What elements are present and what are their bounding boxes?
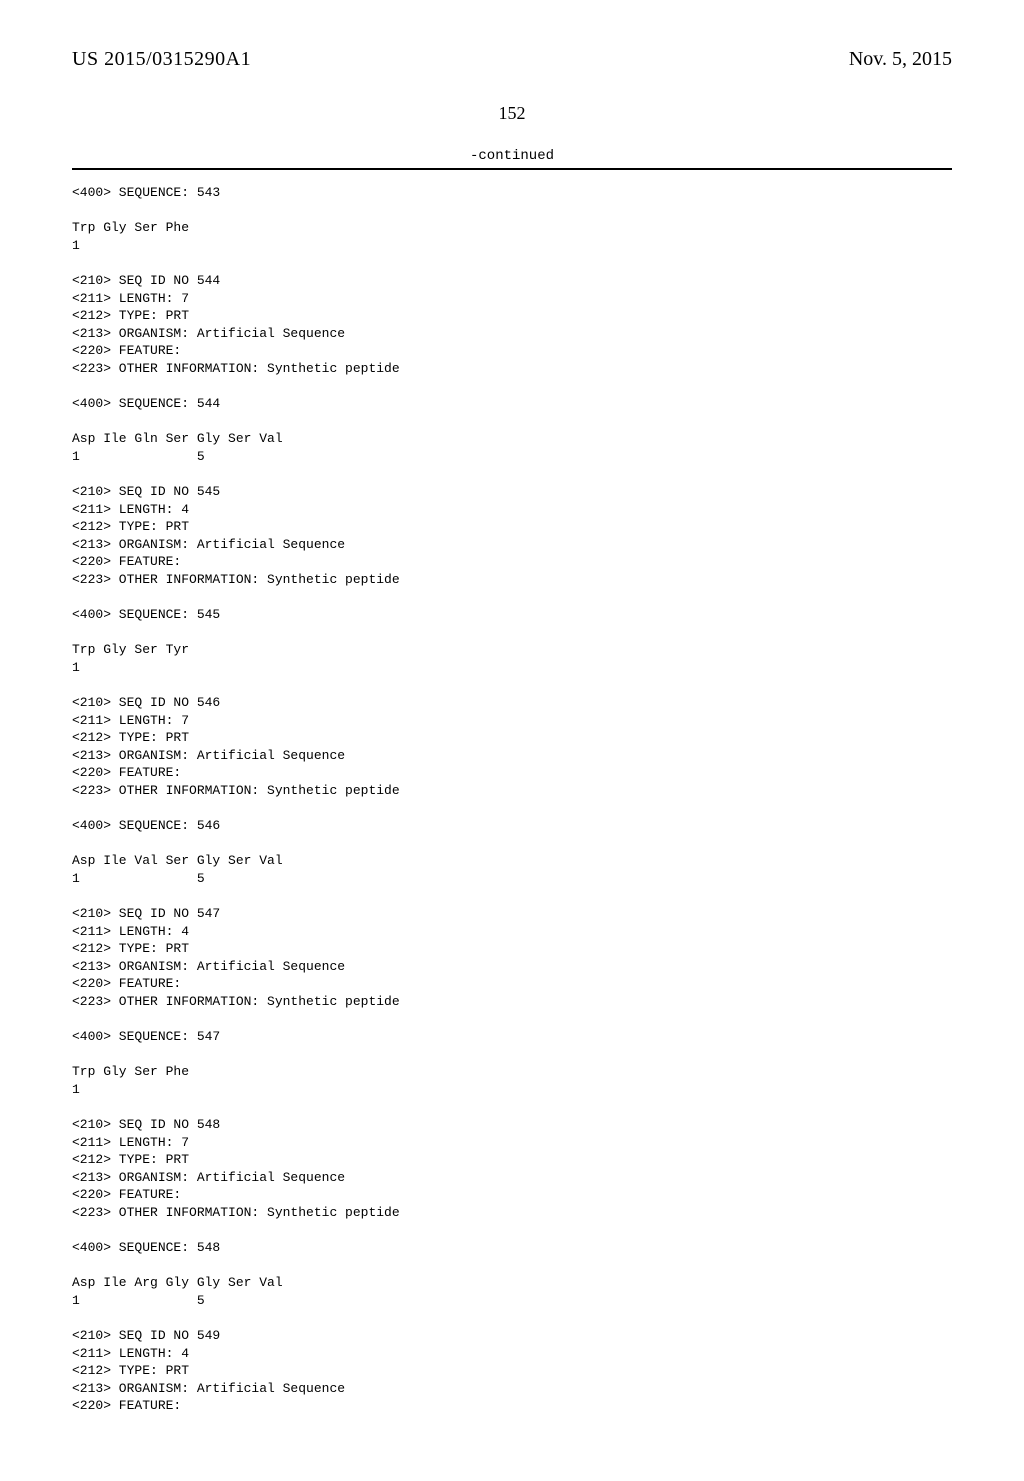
- continued-label: -continued: [72, 148, 952, 164]
- page-container: US 2015/0315290A1 Nov. 5, 2015 152 -cont…: [0, 0, 1024, 1481]
- sequence-block: <210> SEQ ID NO 548 <211> LENGTH: 7 <212…: [72, 1116, 952, 1309]
- sequence-block: <210> SEQ ID NO 547 <211> LENGTH: 4 <212…: [72, 905, 952, 1098]
- sequence-block: <400> SEQUENCE: 543 Trp Gly Ser Phe 1: [72, 184, 952, 254]
- sequence-block: <210> SEQ ID NO 549 <211> LENGTH: 4 <212…: [72, 1327, 952, 1415]
- page-header: US 2015/0315290A1 Nov. 5, 2015: [72, 48, 952, 71]
- publication-number: US 2015/0315290A1: [72, 48, 251, 71]
- sequence-block: <210> SEQ ID NO 545 <211> LENGTH: 4 <212…: [72, 483, 952, 676]
- sequence-listing: <400> SEQUENCE: 543 Trp Gly Ser Phe 1 <21…: [72, 184, 952, 1415]
- top-rule: [72, 168, 952, 170]
- sequence-block: <210> SEQ ID NO 546 <211> LENGTH: 7 <212…: [72, 694, 952, 887]
- sequence-block: <210> SEQ ID NO 544 <211> LENGTH: 7 <212…: [72, 272, 952, 465]
- publication-date: Nov. 5, 2015: [849, 48, 952, 71]
- page-number: 152: [72, 103, 952, 124]
